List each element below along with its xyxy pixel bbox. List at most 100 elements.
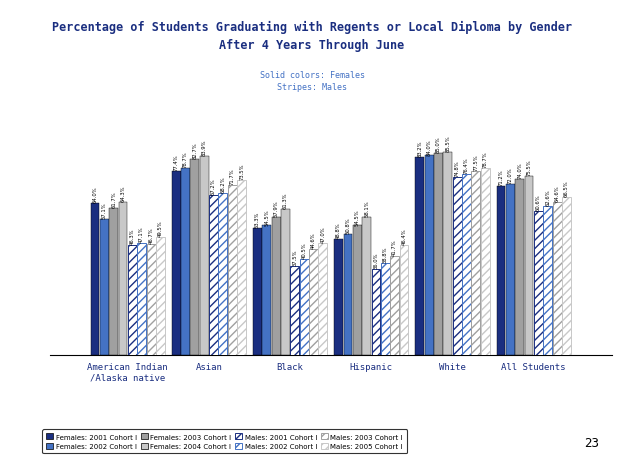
Text: 50.8%: 50.8% (346, 217, 351, 234)
Bar (453, 178, 462, 355)
Bar (553, 202, 562, 355)
Bar (262, 226, 271, 355)
Text: 74.8%: 74.8% (455, 161, 460, 177)
Bar (109, 209, 118, 355)
Text: 66.5%: 66.5% (564, 180, 569, 197)
Text: 23: 23 (584, 436, 599, 449)
Bar (309, 249, 318, 355)
Bar (128, 245, 137, 355)
Text: 77.4%: 77.4% (173, 154, 178, 171)
Bar (399, 245, 409, 355)
Bar (209, 196, 218, 355)
Bar (425, 156, 434, 355)
Bar (334, 239, 343, 355)
Text: 71.2%: 71.2% (499, 169, 504, 186)
Bar (471, 172, 480, 355)
Bar (515, 180, 524, 355)
Text: 57.1%: 57.1% (102, 202, 107, 219)
Text: 62.6%: 62.6% (545, 189, 550, 206)
Bar (480, 169, 490, 355)
Text: 64.0%: 64.0% (92, 186, 97, 202)
Text: 46.7%: 46.7% (149, 227, 154, 243)
Text: 47.1%: 47.1% (139, 226, 144, 243)
Bar (525, 176, 534, 355)
Bar (200, 157, 208, 355)
Legend: Females: 2001 Cohort I, Females: 2002 Cohort I, Females: 2003 Cohort I, Females:: Females: 2001 Cohort I, Females: 2002 Co… (42, 430, 407, 454)
Text: 46.3%: 46.3% (130, 228, 135, 244)
Text: 84.0%: 84.0% (427, 139, 432, 155)
Bar (362, 217, 371, 355)
Text: 82.7%: 82.7% (192, 142, 197, 158)
Text: 46.4%: 46.4% (401, 228, 406, 244)
Text: 44.6%: 44.6% (311, 232, 316, 248)
Bar (344, 235, 353, 355)
Text: 72.0%: 72.0% (508, 167, 513, 184)
Text: 67.2%: 67.2% (211, 178, 216, 195)
Text: 78.7%: 78.7% (183, 151, 188, 168)
Bar (534, 212, 543, 355)
Bar (137, 243, 146, 355)
Bar (253, 229, 262, 355)
Bar (281, 210, 290, 355)
Text: 54.5%: 54.5% (355, 208, 360, 225)
Text: 71.7%: 71.7% (230, 168, 235, 184)
Text: 77.5%: 77.5% (474, 154, 479, 171)
Bar (100, 220, 109, 355)
Text: 76.4%: 76.4% (464, 157, 469, 173)
Text: 74.0%: 74.0% (517, 162, 522, 179)
Text: 61.7%: 61.7% (111, 192, 116, 208)
Bar (172, 172, 181, 355)
Bar (416, 158, 424, 355)
Bar (147, 244, 155, 355)
Text: 60.6%: 60.6% (536, 194, 541, 211)
Text: 47.0%: 47.0% (320, 226, 325, 243)
Bar (190, 159, 199, 355)
Text: 68.2%: 68.2% (220, 176, 225, 192)
Bar (390, 256, 399, 355)
Bar (90, 203, 99, 355)
Text: 85.0%: 85.0% (436, 136, 441, 153)
Text: 83.9%: 83.9% (202, 139, 207, 156)
Bar (218, 193, 227, 355)
Bar (290, 266, 300, 355)
Bar (228, 185, 236, 355)
Text: 61.3%: 61.3% (283, 192, 288, 209)
Bar (462, 174, 471, 355)
Text: 53.3%: 53.3% (255, 212, 260, 228)
Bar (497, 187, 505, 355)
Text: 38.8%: 38.8% (383, 246, 388, 262)
Text: 64.6%: 64.6% (555, 185, 560, 201)
Bar (300, 259, 309, 355)
Text: 37.5%: 37.5% (292, 249, 297, 265)
Bar (444, 152, 452, 355)
Bar (353, 226, 362, 355)
Text: After 4 Years Through June: After 4 Years Through June (220, 39, 404, 52)
Bar (156, 238, 165, 355)
Bar (562, 197, 571, 355)
Bar (181, 169, 190, 355)
Text: 73.5%: 73.5% (239, 164, 244, 180)
Bar (434, 154, 443, 355)
Text: 75.5%: 75.5% (527, 159, 532, 175)
Text: Percentage of Students Graduating with Regents or Local Diploma by Gender: Percentage of Students Graduating with R… (52, 20, 572, 34)
Text: 78.7%: 78.7% (483, 151, 488, 168)
Text: 49.5%: 49.5% (158, 220, 163, 237)
Text: 85.5%: 85.5% (446, 135, 451, 152)
Text: 41.7%: 41.7% (392, 239, 397, 255)
Text: 58.1%: 58.1% (364, 200, 369, 217)
Text: Solid colors: Females
Stripes: Males: Solid colors: Females Stripes: Males (260, 71, 364, 92)
Bar (371, 270, 381, 355)
Text: 64.3%: 64.3% (120, 185, 125, 202)
Bar (318, 244, 327, 355)
Text: 36.0%: 36.0% (374, 253, 379, 269)
Bar (119, 203, 127, 355)
Text: 48.8%: 48.8% (336, 222, 341, 238)
Bar (271, 218, 281, 355)
Text: 57.9%: 57.9% (273, 200, 278, 217)
Text: 54.5%: 54.5% (265, 208, 270, 225)
Bar (381, 263, 390, 355)
Text: 83.2%: 83.2% (417, 141, 422, 157)
Bar (506, 185, 515, 355)
Bar (237, 181, 246, 355)
Bar (544, 207, 552, 355)
